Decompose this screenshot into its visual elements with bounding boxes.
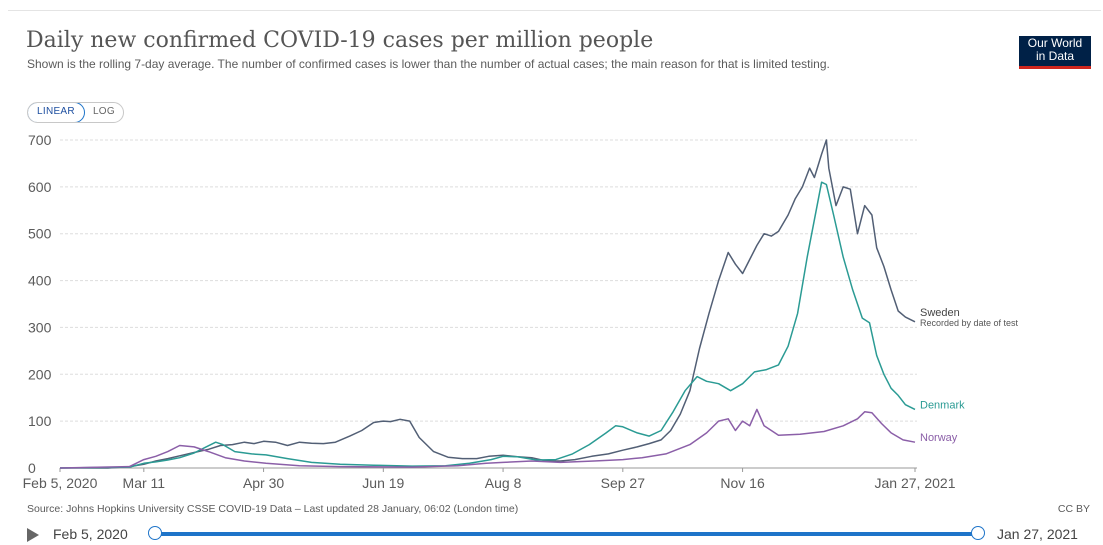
y-tick-label: 600 xyxy=(28,179,52,195)
series-line-norway xyxy=(59,408,916,469)
timeline-end-label: Jan 27, 2021 xyxy=(997,526,1078,542)
series-label-denmark: Denmark xyxy=(920,399,965,411)
timeline-start-label: Feb 5, 2020 xyxy=(53,526,128,542)
y-tick-label: 100 xyxy=(28,413,52,429)
owid-logo[interactable]: Our World in Data xyxy=(1019,36,1091,69)
y-tick-label: 500 xyxy=(28,226,52,242)
x-tick-label: Sep 27 xyxy=(601,475,646,491)
logo-line-2: in Data xyxy=(1035,49,1075,63)
series-label-norway: Norway xyxy=(920,432,958,444)
series-line-denmark xyxy=(59,181,916,469)
x-tick-label: Mar 11 xyxy=(123,475,166,491)
timeline-start-handle[interactable] xyxy=(148,526,162,540)
x-tick-label: Jan 27, 2021 xyxy=(875,475,956,491)
license-link[interactable]: CC BY xyxy=(1057,503,1090,515)
play-icon[interactable] xyxy=(27,528,39,542)
timeline: Feb 5, 2020 Jan 27, 2021 xyxy=(0,522,1103,545)
logo-accent-bar xyxy=(1019,66,1091,69)
y-tick-label: 400 xyxy=(28,273,52,289)
y-tick-label: 300 xyxy=(28,319,52,335)
series-label-sweden: Sweden xyxy=(920,307,960,319)
scale-toggle: LINEAR LOG xyxy=(27,102,124,123)
timeline-track[interactable] xyxy=(155,532,978,536)
linear-scale-button[interactable]: LINEAR xyxy=(27,103,85,122)
y-tick-label: 700 xyxy=(28,132,52,148)
y-tick-label: 0 xyxy=(28,460,36,476)
timeline-end-handle[interactable] xyxy=(971,526,985,540)
x-tick-label: Feb 5, 2020 xyxy=(23,475,98,491)
x-tick-label: Nov 16 xyxy=(720,475,765,491)
top-divider xyxy=(8,10,1101,11)
x-tick-label: Aug 8 xyxy=(485,475,522,491)
x-tick-label: Jun 19 xyxy=(362,475,404,491)
series-line-sweden xyxy=(60,139,916,469)
chart-subtitle: Shown is the rolling 7-day average. The … xyxy=(27,57,830,71)
x-tick-label: Apr 30 xyxy=(243,475,284,491)
y-tick-label: 200 xyxy=(28,366,52,382)
logo-line-1: Our World xyxy=(1027,36,1083,50)
series-note-sweden: Recorded by date of test xyxy=(920,318,1019,328)
log-scale-button[interactable]: LOG xyxy=(92,106,115,117)
chart-title: Daily new confirmed COVID-19 cases per m… xyxy=(26,28,654,53)
line-chart: 0 100 200 300 400 500 600 700 Feb 5, 2020 Mar 11 A… xyxy=(23,132,1019,491)
source-note: Source: Johns Hopkins University CSSE CO… xyxy=(27,503,519,515)
